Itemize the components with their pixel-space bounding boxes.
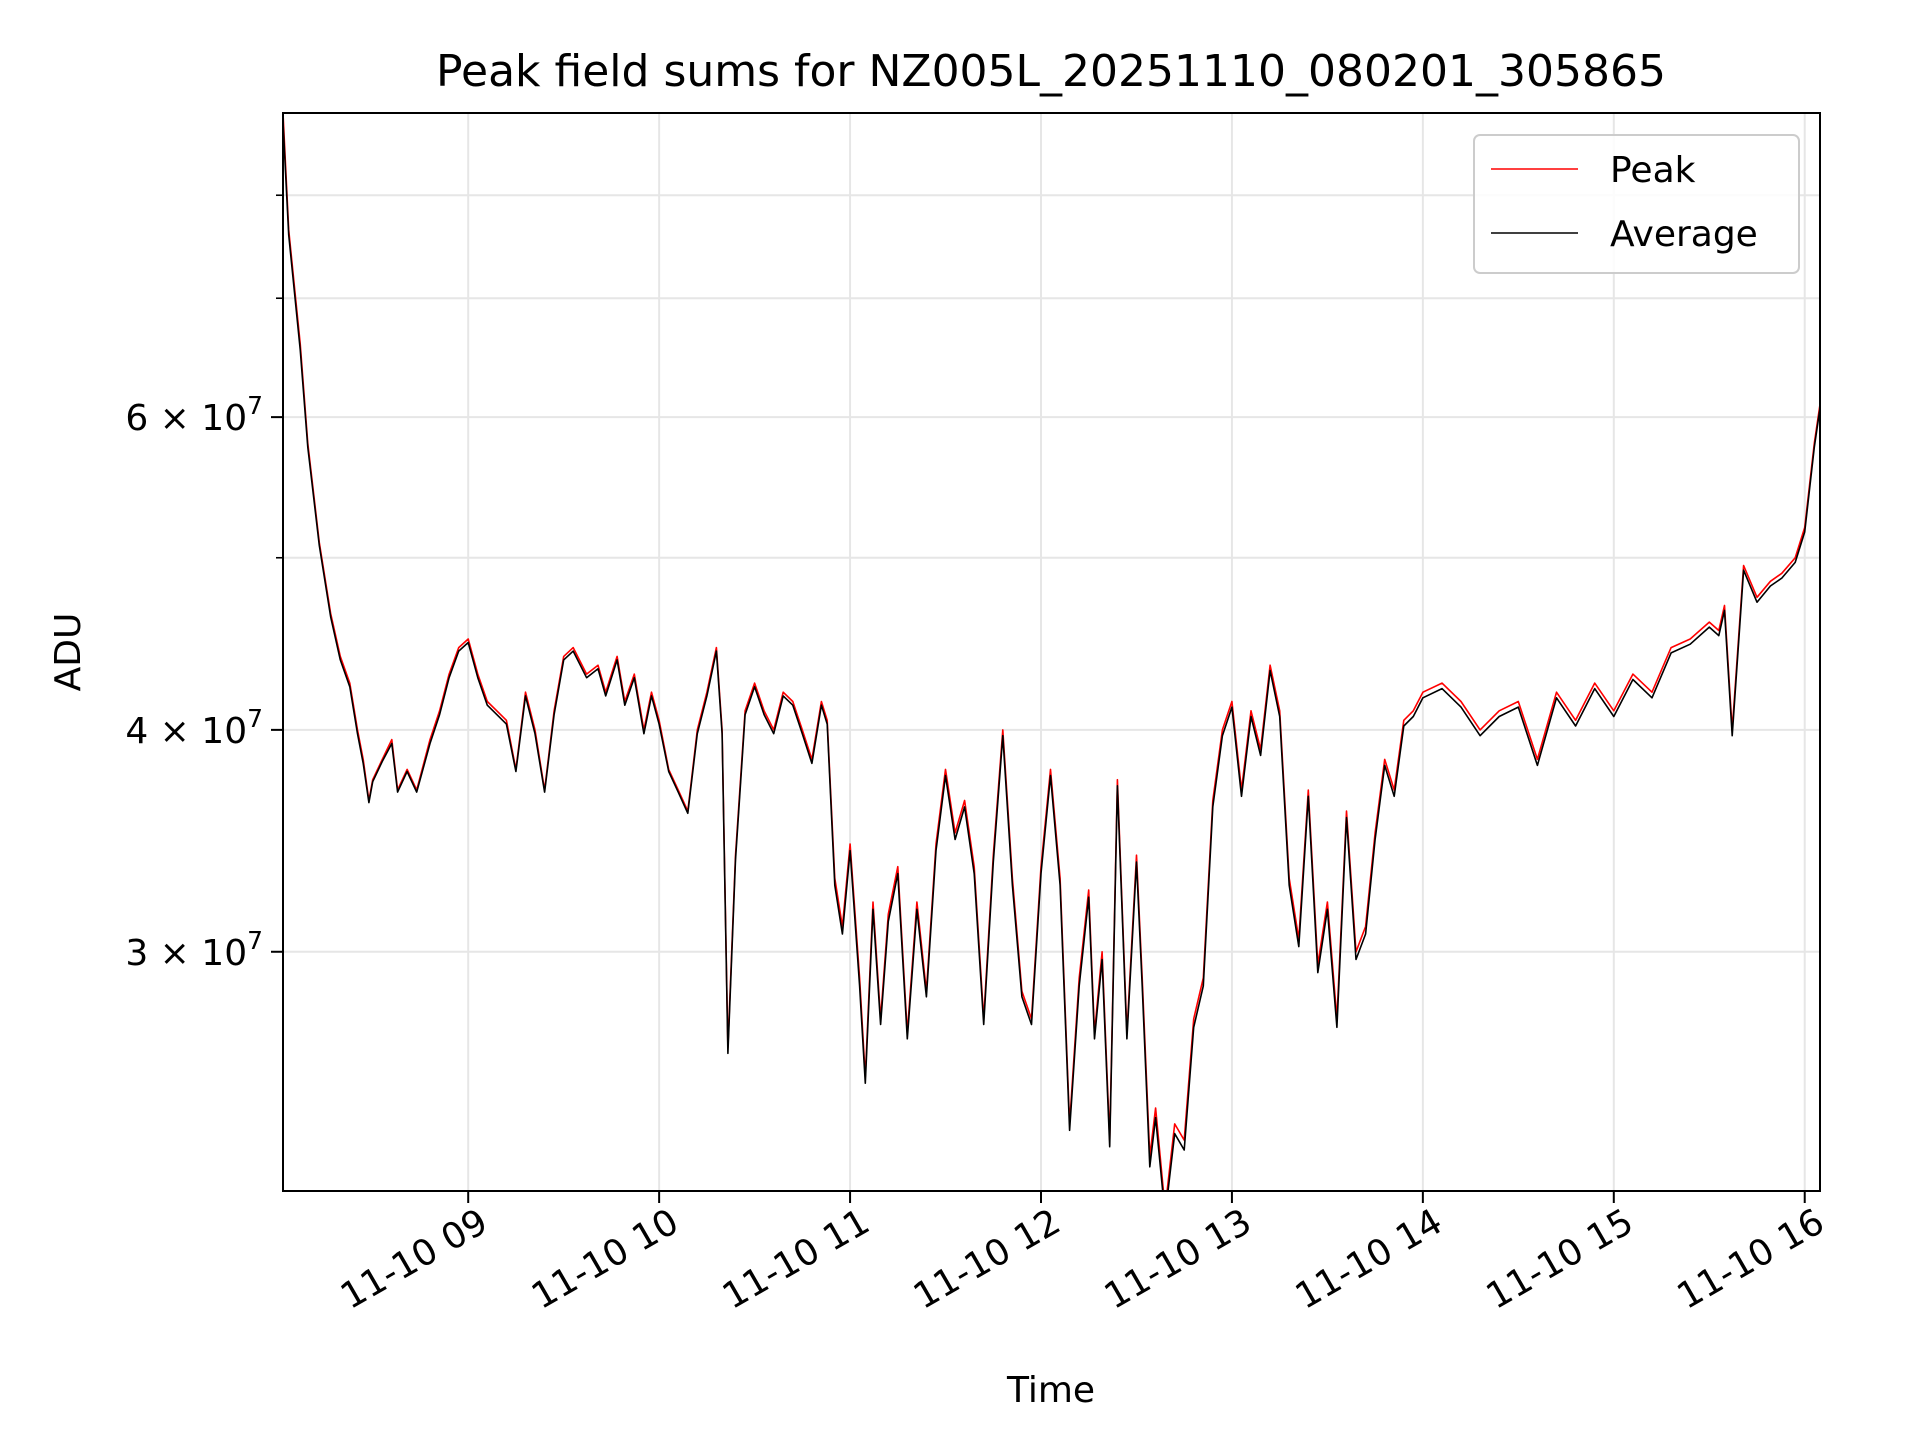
grid xyxy=(283,113,1820,1191)
series-layer xyxy=(283,113,1820,1191)
legend: Peak Average xyxy=(1473,134,1800,274)
y-tick-label: 4 × 107 xyxy=(125,704,263,752)
y-axis: 3 × 107 4 × 107 6 × 107 xyxy=(125,194,283,974)
series-line-peak xyxy=(283,113,1820,1191)
series-line-average xyxy=(283,121,1820,1191)
y-tick-label: 3 × 107 xyxy=(125,926,263,974)
x-axis-label: Time xyxy=(1006,1370,1095,1411)
plot-frame xyxy=(282,112,1821,1192)
y-tick-label: 6 × 107 xyxy=(125,391,263,439)
legend-label-average: Average xyxy=(1610,214,1758,255)
legend-label-peak: Peak xyxy=(1610,150,1696,191)
chart-title: Peak field sums for NZ005L_20251110_0802… xyxy=(436,46,1666,97)
y-axis-label: ADU xyxy=(48,613,89,692)
